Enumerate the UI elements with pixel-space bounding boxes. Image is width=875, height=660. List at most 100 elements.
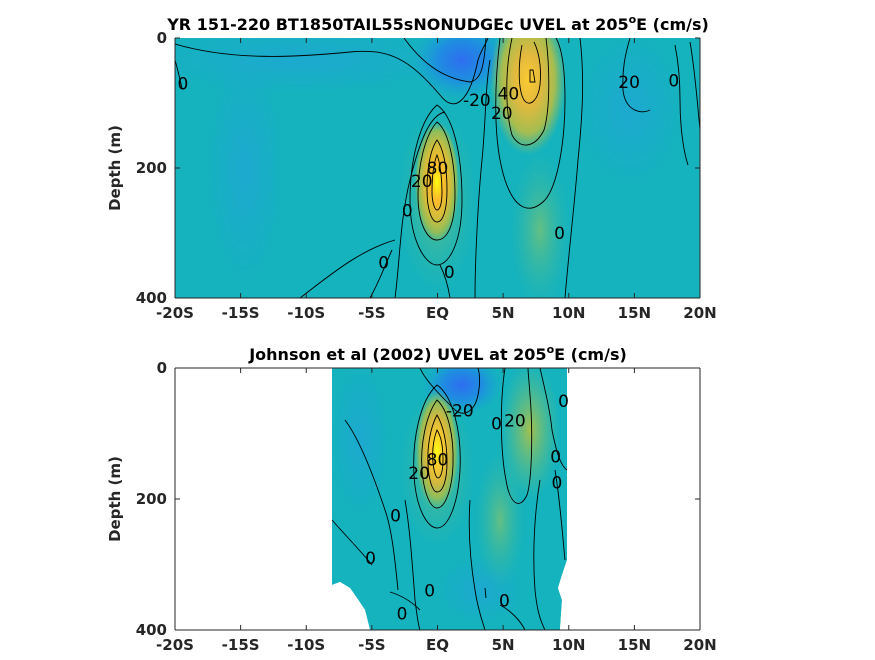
contour-line (421, 399, 454, 509)
x-tick-label: 15N (618, 636, 651, 654)
contour-line (539, 368, 568, 471)
x-tick-label: -20S (156, 636, 194, 654)
contour-line (427, 414, 448, 493)
contour-label: 0 (491, 415, 502, 435)
y-tick-label: 200 (136, 490, 167, 508)
panel-1-euc (415, 122, 459, 242)
contour-label: 0 (499, 592, 510, 612)
panel-1-contours (175, 38, 700, 298)
panel-1-title: YR 151-220 BT1850TAIL55sNONUDGEc UVEL at… (166, 13, 709, 34)
contour-line (432, 429, 444, 479)
contour-line (474, 59, 491, 298)
contour-label: 40 (498, 84, 520, 104)
contour-label: 0 (558, 392, 569, 412)
contour-label: 0 (424, 582, 435, 602)
contour-label: 20 (504, 411, 526, 431)
contour-label: 0 (550, 447, 561, 467)
contour-label: 80 (427, 159, 449, 179)
contour-label: 0 (365, 549, 376, 569)
panel-2-mask-right (558, 368, 700, 630)
contour-line (554, 469, 566, 561)
panel-2-mid-green (475, 450, 525, 590)
x-tick-label: 5N (492, 636, 515, 654)
panel-2-contours (331, 368, 568, 630)
x-tick-label: 20N (683, 304, 716, 322)
x-tick-label: 10N (552, 636, 585, 654)
x-tick-label: -20S (156, 304, 194, 322)
contour-line (564, 38, 584, 298)
contour-label: 0 (177, 75, 188, 95)
y-tick-label: 0 (157, 29, 167, 47)
contour-line (175, 38, 489, 105)
contour-label: 80 (427, 451, 449, 471)
contour-label: 0 (402, 201, 413, 221)
panel-1-ylabel: Depth (m) (106, 125, 124, 211)
contour-label: 0 (378, 253, 389, 273)
contour-line (403, 38, 487, 83)
contour-line (175, 59, 183, 89)
contour-label: 0 (554, 224, 565, 244)
contour-line (417, 121, 456, 241)
contour-line (529, 69, 536, 83)
contour-line (506, 38, 550, 146)
contour-line (331, 519, 373, 566)
panel-1-necc (490, 38, 566, 155)
contour-label: 0 (552, 474, 563, 494)
panel-2-title: Johnson et al (2002) UVEL at 205oE (cm/s… (248, 343, 627, 364)
contour-label: 0 (668, 71, 679, 91)
contour-line (533, 479, 546, 630)
contour-line (419, 368, 480, 414)
x-tick-label: -10S (287, 304, 325, 322)
x-tick-label: EQ (426, 304, 449, 322)
x-tick-label: -5S (358, 636, 385, 654)
y-tick-label: 400 (136, 621, 167, 639)
contour-line (689, 41, 700, 131)
x-tick-label: 5N (492, 304, 515, 322)
contour-line (499, 604, 526, 630)
contour-label: 0 (390, 506, 401, 526)
x-tick-label: EQ (426, 636, 449, 654)
contour-label: 20 (618, 73, 640, 93)
x-tick-label: -5S (358, 304, 385, 322)
contour-line (426, 139, 448, 223)
contour-line (409, 104, 463, 266)
contour-line (431, 153, 443, 211)
contour-line (394, 111, 446, 298)
panel-2-west-blue (330, 368, 390, 520)
contour-line (404, 499, 421, 630)
panel-1-weak-westward-region (205, 50, 285, 290)
panel-1-necc-tail (510, 150, 570, 298)
panel-2-ylabel: Depth (m) (106, 456, 124, 542)
panel-1: YR 151-220 BT1850TAIL55sNONUDGEc UVEL at… (106, 13, 717, 322)
contour-label: 20 (408, 464, 430, 484)
y-tick-label: 0 (157, 359, 167, 377)
contour-line (413, 384, 461, 529)
panel-1-surface-blue (175, 38, 460, 95)
contour-label: 0 (397, 605, 408, 625)
contour-label: 20 (411, 172, 433, 192)
panel-2-mask-left (175, 368, 370, 630)
contour-line (500, 368, 533, 504)
contour-line (518, 41, 541, 104)
contour-label: -20 (463, 91, 491, 111)
x-tick-label: 20N (683, 636, 716, 654)
contour-label: 20 (491, 104, 513, 124)
contour-line (439, 264, 451, 298)
contour-line (495, 38, 566, 209)
x-tick-label: -10S (287, 636, 325, 654)
contour-line (344, 419, 399, 591)
contour-line (674, 44, 689, 166)
contour-line (484, 587, 487, 599)
contour-label: -20 (446, 402, 474, 422)
x-tick-label: 10N (552, 304, 585, 322)
x-tick-label: 15N (618, 304, 651, 322)
panel-2: Johnson et al (2002) UVEL at 205oE (cm/s… (106, 343, 717, 654)
contour-line (622, 38, 651, 113)
y-tick-label: 400 (136, 289, 167, 307)
contour-line (389, 591, 421, 611)
